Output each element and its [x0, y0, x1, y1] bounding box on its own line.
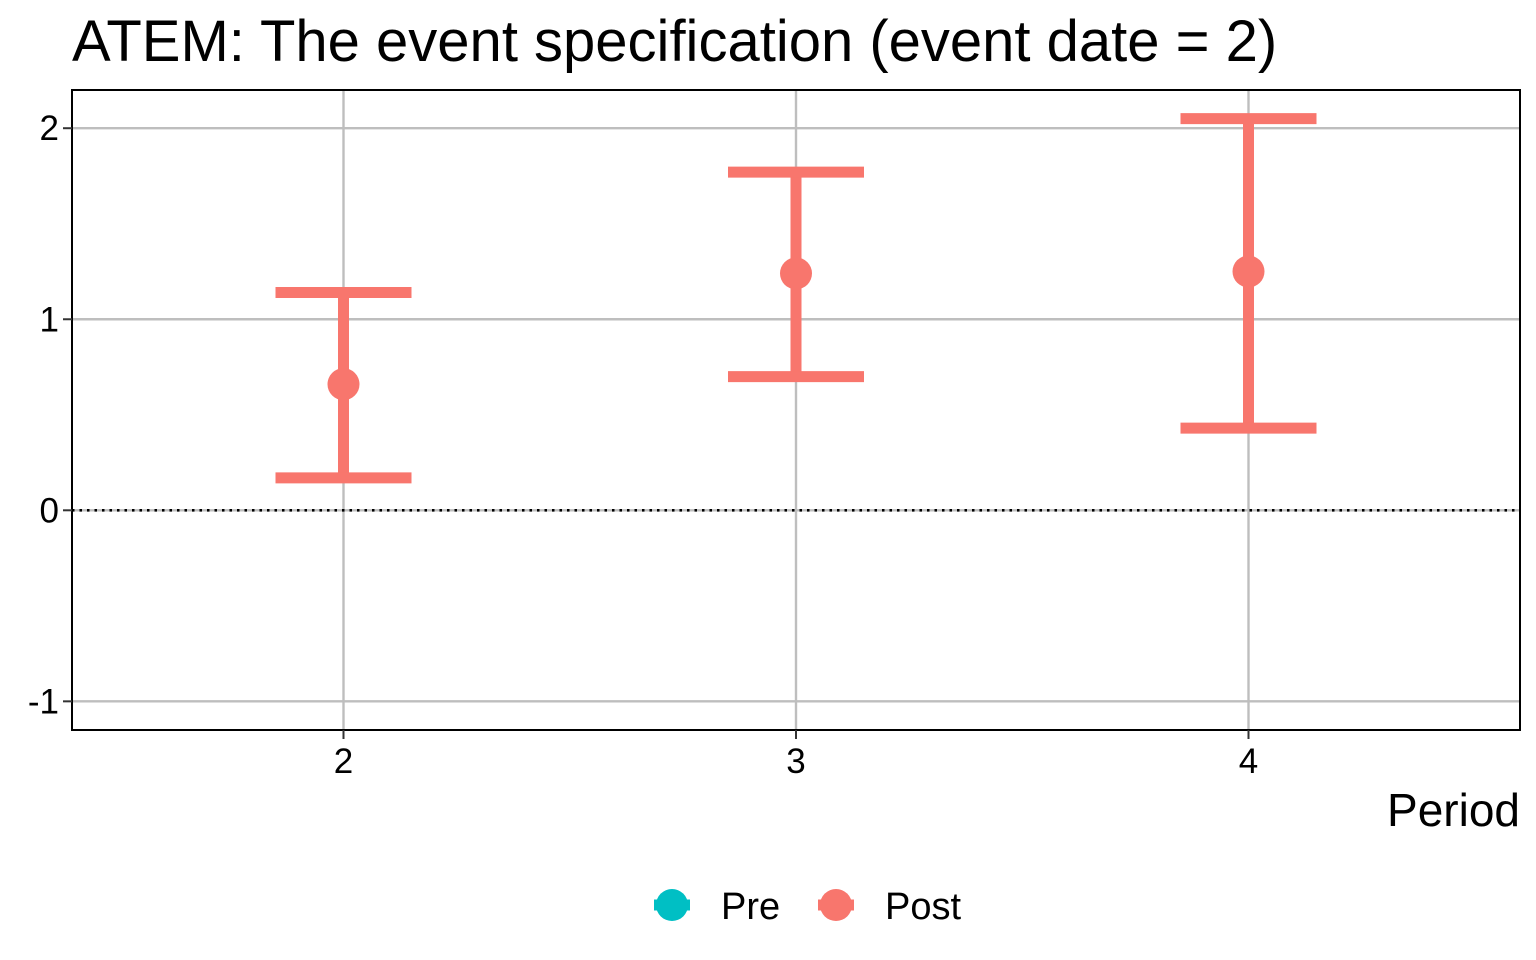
- y-axis-ticks: -1 0 1 2: [28, 109, 72, 721]
- legend-label: Pre: [721, 886, 780, 928]
- legend-label: Post: [885, 886, 961, 928]
- legend: Pre Post: [654, 886, 961, 928]
- data-point-group: [1180, 113, 1317, 434]
- data-point-group: [275, 287, 412, 484]
- x-tick-label: 2: [334, 742, 353, 781]
- legend-entry: Post: [818, 886, 961, 928]
- chart-title: ATEM: The event specification (event dat…: [72, 9, 1277, 74]
- point-estimate: [780, 257, 812, 290]
- point-estimate: [327, 368, 360, 401]
- x-tick-label: 3: [786, 742, 805, 781]
- series-layer: [275, 113, 1317, 484]
- y-tick-label: 0: [40, 491, 59, 530]
- legend-key-dot: [656, 889, 688, 921]
- data-point-group: [728, 166, 864, 383]
- legend-entry: Pre: [654, 886, 780, 928]
- y-tick-label: 2: [40, 109, 59, 148]
- y-tick-label: 1: [40, 300, 59, 339]
- x-axis-label: Period: [1387, 784, 1520, 836]
- plot-panel: [71, 89, 1521, 731]
- y-tick-label: -1: [28, 682, 59, 721]
- x-axis-ticks: 2 3 4: [334, 730, 1258, 781]
- legend-key-dot: [820, 889, 852, 921]
- point-estimate: [1232, 255, 1265, 288]
- x-tick-label: 4: [1239, 742, 1258, 781]
